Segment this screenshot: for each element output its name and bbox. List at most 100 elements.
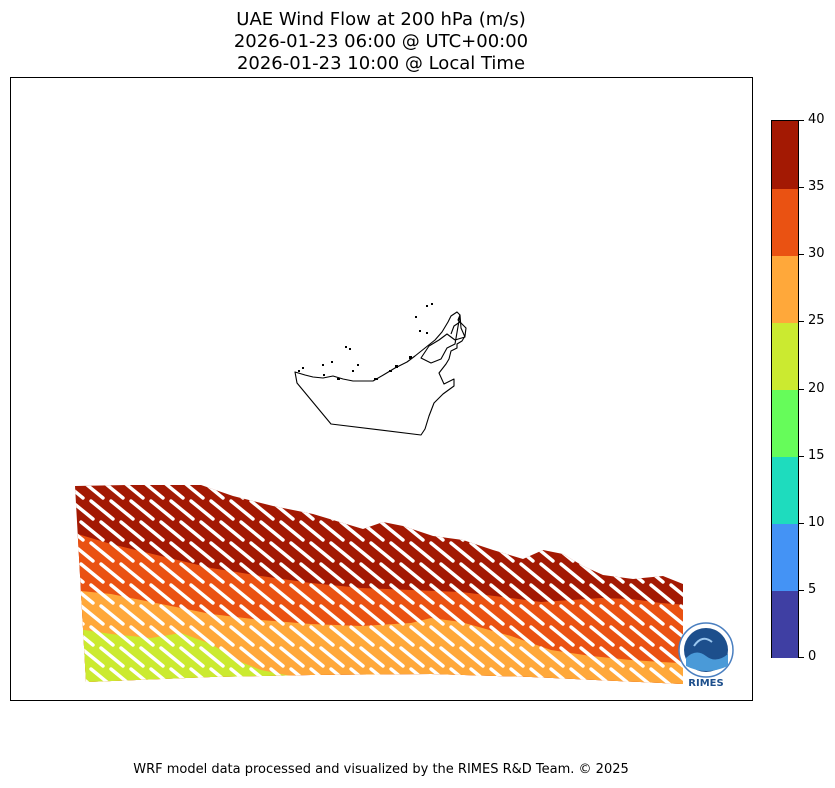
wind-arrow xyxy=(629,541,655,563)
wind-arrow xyxy=(649,583,675,605)
wind-arrow xyxy=(319,562,345,584)
wind-arrow xyxy=(519,604,545,626)
wind-arrow xyxy=(199,485,225,500)
wind-arrow xyxy=(359,646,385,668)
wind-arrow xyxy=(619,485,645,500)
wind-arrow xyxy=(439,520,465,542)
wind-arrow xyxy=(579,485,605,500)
wind-arrow xyxy=(359,562,385,584)
colorbar-tick-label: 5 xyxy=(808,581,817,597)
wind-arrow xyxy=(589,541,615,563)
wind-arrow xyxy=(669,499,683,521)
wind-arrow xyxy=(149,541,175,563)
wind-arrow xyxy=(369,583,395,605)
wind-arrow xyxy=(119,646,145,668)
wind-arrow xyxy=(649,625,675,647)
wind-arrow xyxy=(149,667,175,684)
wind-arrow xyxy=(299,604,325,626)
wind-arrow xyxy=(189,583,215,605)
wind-flow-map xyxy=(75,303,713,684)
wind-arrow xyxy=(609,667,635,684)
wind-speed-field xyxy=(75,485,713,684)
footer-credit: WRF model data processed and visualized … xyxy=(133,762,629,777)
wind-arrow xyxy=(209,499,235,521)
wind-arrow xyxy=(569,625,595,647)
wind-arrow xyxy=(489,583,515,605)
wind-arrow xyxy=(139,485,165,500)
wind-arrow xyxy=(169,625,195,647)
colorbar-segment xyxy=(772,590,798,658)
wind-arrow xyxy=(589,583,615,605)
wind-arrow xyxy=(579,562,605,584)
wind-arrow xyxy=(279,646,305,668)
wind-arrow xyxy=(199,604,225,626)
wind-arrow xyxy=(329,541,355,563)
wind-arrow xyxy=(99,520,125,542)
wind-arrow xyxy=(109,541,135,563)
wind-arrow xyxy=(459,604,485,626)
colorbar-tick-label: 20 xyxy=(808,380,825,396)
wind-arrow xyxy=(199,562,225,584)
wind-arrow xyxy=(75,520,85,542)
wind-arrow xyxy=(459,520,485,542)
wind-arrow xyxy=(319,520,345,542)
colorbar-tick xyxy=(799,522,804,524)
wind-arrow xyxy=(691,585,713,603)
wind-arrow xyxy=(539,562,565,584)
wind-arrow xyxy=(549,499,575,521)
wind-arrow xyxy=(279,520,305,542)
wind-arrow xyxy=(369,541,395,563)
colorbar-tick xyxy=(799,187,804,189)
wind-arrow xyxy=(529,625,555,647)
wind-arrow xyxy=(329,625,355,647)
wind-arrow xyxy=(229,625,255,647)
wind-arrow xyxy=(269,541,295,563)
wind-arrow xyxy=(75,583,95,605)
wind-arrow xyxy=(139,604,165,626)
wind-arrow xyxy=(639,520,665,542)
wind-arrow xyxy=(129,667,155,684)
wind-arrow xyxy=(679,520,683,542)
wind-arrow xyxy=(129,625,155,647)
wind-arrow xyxy=(339,646,365,668)
wind-arrow xyxy=(289,583,315,605)
wind-arrow xyxy=(691,543,713,561)
wind-arrow xyxy=(249,625,275,647)
wind-arrow xyxy=(409,583,435,605)
wind-arrow xyxy=(539,604,565,626)
colorbar-segment xyxy=(772,456,798,524)
wind-arrow xyxy=(379,562,405,584)
wind-arrow xyxy=(469,625,495,647)
colorbar-segment xyxy=(772,523,798,591)
map-title-line-1: UAE Wind Flow at 200 hPa (m/s) xyxy=(236,9,526,30)
wind-arrow xyxy=(99,646,125,668)
colorbar-tick xyxy=(799,657,804,658)
colorbar-tick-label: 40 xyxy=(808,112,825,127)
wind-arrow xyxy=(359,604,385,626)
wind-arrow xyxy=(79,485,105,500)
wind-arrow xyxy=(609,625,635,647)
wind-arrow xyxy=(119,562,145,584)
wind-arrow xyxy=(119,604,145,626)
colorbar-tick-label: 30 xyxy=(808,246,825,262)
wind-arrow xyxy=(339,604,365,626)
wind-arrow xyxy=(209,625,235,647)
wind-arrow xyxy=(519,520,545,542)
wind-arrow xyxy=(199,646,225,668)
wind-arrow xyxy=(249,583,275,605)
wind-arrow xyxy=(159,520,185,542)
wind-arrow xyxy=(349,625,375,647)
wind-arrow xyxy=(559,604,585,626)
wind-arrow xyxy=(399,604,425,626)
wind-arrow xyxy=(429,583,455,605)
wind-arrow xyxy=(479,485,505,500)
wind-arrow xyxy=(519,485,545,500)
wind-arrow xyxy=(89,541,115,563)
wind-arrow xyxy=(129,499,155,521)
wind-arrow xyxy=(639,646,665,668)
wind-arrow xyxy=(469,499,495,521)
colorbar-tick xyxy=(799,388,804,390)
wind-arrow xyxy=(429,625,455,647)
wind-arrow xyxy=(309,541,335,563)
wind-arrow xyxy=(289,625,315,647)
